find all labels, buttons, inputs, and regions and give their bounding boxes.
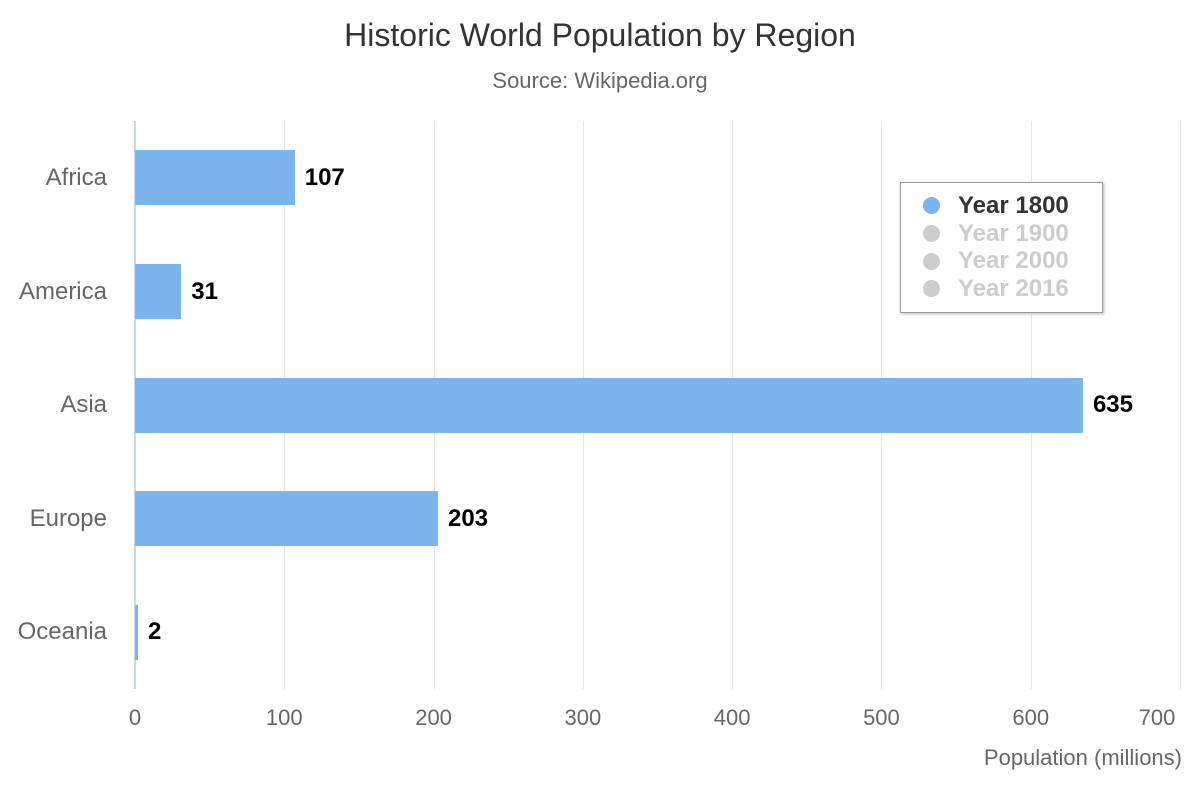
bar-oceania[interactable]	[135, 604, 138, 660]
category-label-europe: Europe	[29, 504, 107, 532]
category-label-oceania: Oceania	[17, 618, 107, 646]
legend-marker-icon	[923, 280, 940, 298]
legend-marker-icon	[923, 252, 940, 270]
tick-label-400: 400	[713, 705, 751, 730]
legend-marker-icon	[923, 225, 940, 243]
chart-subtitle: Source: Wikipedia.org	[492, 68, 708, 93]
legend-item-label: Year 1800	[958, 191, 1069, 219]
tick-label-600: 600	[1012, 705, 1050, 730]
category-label-africa: Africa	[45, 164, 107, 191]
bar-asia[interactable]	[135, 377, 1083, 433]
tick-label-300: 300	[564, 705, 602, 730]
data-label-oceania: 2	[147, 618, 162, 646]
legend-item-year-1900[interactable]: Year 1900	[923, 220, 1102, 248]
legend-marker-icon	[923, 197, 940, 215]
tick-label-500: 500	[863, 705, 900, 730]
legend-item-year-2016[interactable]: Year 2016	[923, 275, 1102, 303]
legend: Year 1800 Year 1900 Year 2000 Year 2016	[900, 182, 1103, 313]
legend-item-label: Year 2000	[958, 247, 1069, 275]
data-label-america: 31	[191, 277, 218, 305]
x-axis-title: Population (millions)	[983, 745, 1182, 770]
tick-label-200: 200	[415, 705, 452, 730]
bar-europe[interactable]	[135, 491, 439, 547]
tick-label-100: 100	[265, 705, 303, 730]
legend-item-label: Year 2016	[958, 274, 1069, 302]
bar-africa[interactable]	[135, 150, 295, 206]
data-label-asia: 635	[1092, 391, 1133, 419]
legend-item-year-2000[interactable]: Year 2000	[923, 247, 1102, 275]
data-label-africa: 107	[304, 164, 345, 191]
category-label-america: America	[18, 277, 107, 305]
value-axis-labels: 0 100 200 300 400 500 600 700	[0, 707, 1200, 733]
plot-area: 107 31 635 203 2	[134, 121, 1181, 689]
category-axis-labels: Africa America Asia Europe Oceania	[0, 121, 107, 689]
data-label-europe: 203	[448, 504, 489, 532]
bar-america[interactable]	[135, 263, 182, 319]
legend-item-label: Year 1900	[958, 219, 1069, 247]
gridline-700	[1180, 121, 1181, 689]
tick-label-700: 700	[1138, 705, 1176, 730]
chart-title: Historic World Population by Region	[344, 17, 856, 53]
legend-item-year-1800[interactable]: Year 1800	[923, 192, 1102, 220]
category-label-asia: Asia	[60, 391, 107, 419]
tick-label-0: 0	[128, 705, 142, 730]
